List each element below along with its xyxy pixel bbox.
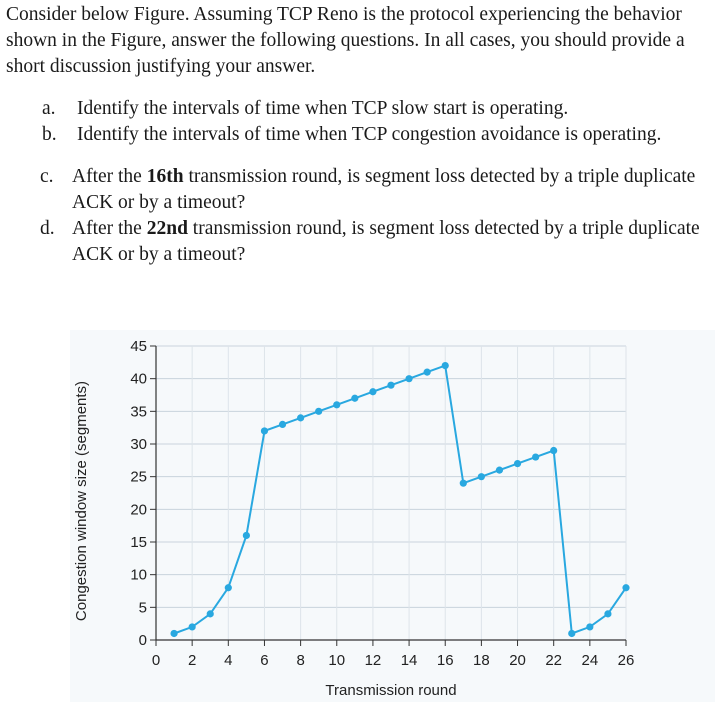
item-text-pre: After the — [72, 218, 147, 239]
data-point — [387, 381, 395, 389]
y-tick-label: 5 — [139, 599, 147, 616]
data-point — [423, 368, 431, 376]
question-item-b: b. Identify the intervals of time when T… — [6, 122, 712, 148]
x-tick-label: 22 — [545, 652, 562, 669]
chart-axes — [155, 346, 626, 641]
data-point — [441, 362, 449, 370]
y-tick-label: 40 — [130, 371, 147, 388]
data-point — [369, 388, 377, 396]
x-tick-label: 4 — [224, 652, 232, 669]
question-intro: Consider below Figure. Assuming TCP Reno… — [6, 4, 685, 77]
x-tick-label: 16 — [437, 652, 454, 669]
x-tick-label: 0 — [152, 652, 160, 669]
data-point — [586, 623, 594, 631]
data-point — [351, 394, 359, 402]
question-item-c: c. After the 16th transmission round, is … — [6, 164, 712, 216]
series-points — [170, 362, 630, 638]
x-tick-label: 2 — [188, 652, 196, 669]
item-text-bold: 16th — [146, 166, 184, 187]
data-point — [513, 460, 522, 468]
x-tick-label: 18 — [473, 652, 490, 669]
cwnd-chart: 0 5 10 15 20 25 30 35 40 45 0 2 4 6 8 10 12 14 16 18 20 22 24 2… — [70, 330, 715, 702]
x-tick-label: 8 — [296, 652, 304, 669]
x-axis-label: Transmission round — [325, 682, 456, 699]
question-list-ab: a. Identify the intervals of time when T… — [6, 96, 712, 148]
y-tick-label: 20 — [130, 501, 147, 518]
x-tick-label: 24 — [582, 652, 599, 669]
item-text-post: transmission round, is segment loss dete… — [72, 218, 700, 265]
data-point — [532, 453, 540, 461]
data-point — [206, 610, 214, 618]
x-tick-label: 12 — [365, 652, 382, 669]
x-tick-label: 14 — [401, 652, 418, 669]
y-tick-label: 45 — [130, 338, 147, 355]
data-point — [224, 584, 232, 592]
item-marker: b. — [42, 124, 57, 145]
data-point — [604, 610, 612, 618]
x-tick-label: 10 — [328, 652, 345, 669]
y-axis-label: Congestion window size (segments) — [73, 381, 90, 621]
x-tick-label: 26 — [618, 652, 635, 669]
item-text-post: transmission round, is segment loss dete… — [72, 166, 696, 213]
item-text-pre: After the — [72, 166, 147, 187]
item-text-bold: 22nd — [146, 218, 188, 239]
item-text: Identify the intervals of time when TCP … — [77, 124, 662, 145]
data-point — [278, 420, 287, 428]
data-point — [405, 375, 413, 383]
item-text: Identify the intervals of time when TCP … — [77, 98, 569, 119]
data-point — [333, 401, 341, 409]
data-point — [170, 629, 178, 638]
y-tick-label: 10 — [130, 567, 147, 584]
item-marker: c. — [40, 166, 54, 187]
data-point — [622, 584, 630, 592]
series-line — [173, 364, 627, 635]
data-point — [297, 414, 305, 422]
item-marker: a. — [42, 98, 56, 119]
data-point — [260, 427, 269, 435]
question-item-a: a. Identify the intervals of time when T… — [6, 96, 712, 122]
y-tick-label: 15 — [130, 534, 147, 551]
x-tick-label: 6 — [260, 652, 268, 669]
data-point — [477, 473, 485, 481]
x-tick-label: 20 — [509, 652, 526, 669]
y-tick-label: 25 — [130, 469, 147, 486]
data-point — [242, 531, 250, 540]
data-point — [568, 629, 576, 638]
question-item-d: d. After the 22nd transmission round, is … — [6, 216, 712, 268]
data-point — [495, 466, 504, 474]
question-text: Consider below Figure. Assuming TCP Reno… — [6, 2, 712, 268]
item-marker: d. — [40, 218, 55, 239]
data-point — [315, 407, 323, 415]
data-point — [188, 623, 196, 631]
y-tick-label: 35 — [130, 403, 147, 420]
y-tick-label: 0 — [139, 632, 147, 649]
data-point — [459, 479, 467, 487]
data-point — [550, 446, 558, 455]
question-list-cd: c. After the 16th transmission round, is … — [6, 164, 712, 268]
y-tick-label: 30 — [130, 436, 147, 453]
chart-grid — [156, 345, 627, 640]
